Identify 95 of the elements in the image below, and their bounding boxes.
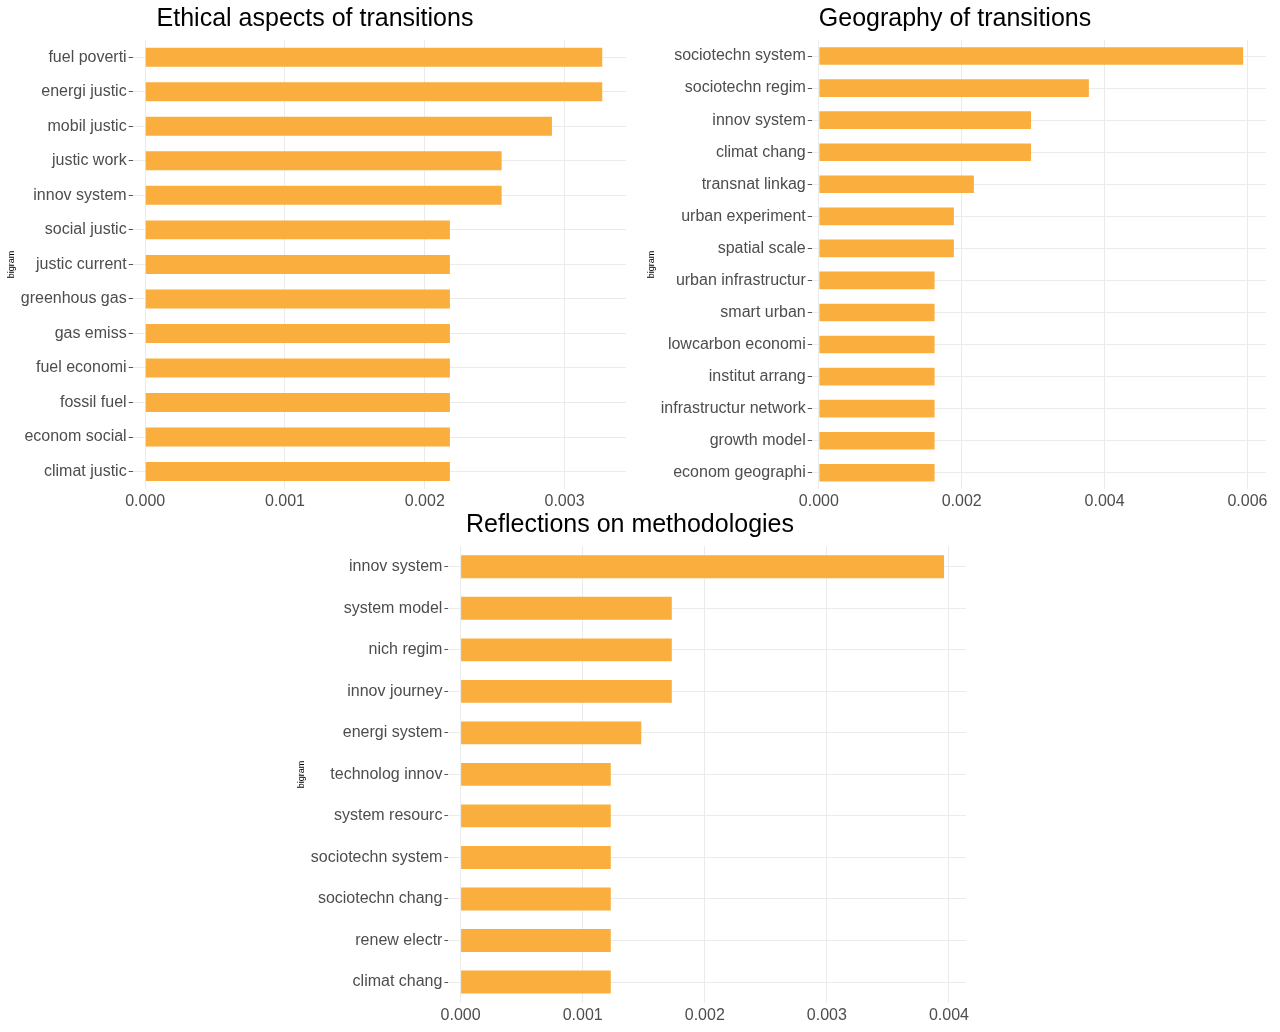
chart-title: Geography of transitions	[818, 2, 1092, 31]
y-tick-label: infrastructur network	[660, 399, 807, 417]
y-tick-label: nich regim	[368, 640, 443, 658]
y-tick-label: social justic	[44, 220, 127, 238]
y-tick-label: climat chang	[352, 972, 443, 990]
x-tick-label: 0.006	[1227, 491, 1268, 509]
x-tick-label: 0.002	[404, 491, 445, 509]
y-tick-label: energi system	[342, 723, 443, 741]
bar	[461, 596, 672, 620]
y-tick-label: justic work	[50, 151, 128, 169]
bar	[819, 271, 935, 290]
bar	[819, 303, 935, 322]
bar	[145, 254, 450, 274]
bar	[461, 887, 611, 911]
bar	[819, 79, 1089, 97]
y-tick-label: smart urban	[720, 302, 806, 320]
x-tick-label: 0.003	[806, 1005, 847, 1023]
bar	[461, 721, 642, 745]
bar	[145, 427, 450, 447]
y-tick-label: lowcarbon economi	[667, 334, 806, 352]
y-tick-label: renew electr	[355, 930, 444, 948]
y-tick-label: institut arrang	[708, 367, 806, 385]
bar	[461, 804, 611, 828]
bar	[145, 462, 450, 482]
bar	[145, 393, 450, 412]
bar	[819, 207, 954, 226]
chart-title: Ethical aspects of transitions	[156, 2, 474, 31]
y-tick-label: sociotechn system	[310, 847, 443, 865]
y-axis-title: bigram	[645, 250, 656, 279]
bar	[819, 399, 935, 418]
bar	[461, 555, 945, 579]
y-tick-label: climat justic	[43, 461, 127, 479]
y-tick-label: system model	[343, 598, 443, 616]
x-tick-label: 0.002	[941, 491, 982, 509]
y-axis-title: bigram	[5, 250, 16, 279]
y-tick-label: climat chang	[715, 142, 806, 160]
bar	[145, 151, 502, 171]
y-tick-label: innov system	[712, 110, 806, 128]
bar	[819, 143, 1032, 162]
y-tick-label: gas emiss	[54, 323, 127, 341]
y-tick-label: sociotechn system	[674, 46, 806, 64]
bar	[145, 47, 603, 67]
y-axis-title: bigram	[295, 760, 306, 789]
y-tick-label: fuel economi	[35, 358, 127, 376]
x-tick-label: 0.004	[928, 1005, 970, 1023]
y-tick-label: energi justic	[41, 82, 127, 100]
x-tick-label: 0.000	[798, 491, 839, 509]
y-tick-label: innov journey	[347, 681, 443, 699]
x-tick-label: 0.000	[125, 491, 166, 509]
y-tick-label: innov system	[33, 185, 127, 203]
bar	[145, 116, 552, 136]
y-tick-label: econom geographi	[673, 463, 806, 481]
y-tick-label: technolog innov	[330, 764, 443, 782]
chart-title: Reflections on methodologies	[466, 508, 794, 537]
bar	[819, 239, 954, 258]
bar	[461, 638, 672, 662]
bar	[145, 82, 603, 102]
bar	[461, 929, 611, 952]
x-tick-label: 0.001	[562, 1005, 603, 1023]
bar	[145, 323, 450, 343]
bar	[461, 846, 611, 869]
bar	[145, 185, 502, 205]
bar	[819, 367, 935, 386]
y-tick-label: sociotechn chang	[317, 889, 443, 907]
y-tick-label: mobil justic	[47, 116, 127, 134]
bar	[461, 762, 611, 786]
y-tick-label: transnat linkag	[701, 174, 806, 192]
x-tick-label: 0.003	[544, 491, 585, 509]
x-tick-label: 0.001	[264, 491, 306, 509]
y-tick-label: greenhous gas	[20, 289, 127, 307]
bar	[819, 335, 935, 354]
y-tick-label: growth model	[709, 431, 806, 449]
bar	[145, 358, 450, 378]
bar	[461, 970, 611, 994]
x-tick-label: 0.002	[684, 1005, 725, 1023]
bar	[819, 175, 974, 194]
bar	[819, 111, 1032, 129]
bar	[145, 289, 450, 309]
bar	[461, 679, 672, 703]
y-tick-label: fossil fuel	[59, 392, 127, 410]
y-tick-label: justic current	[34, 254, 128, 272]
x-tick-label: 0.000	[440, 1005, 481, 1023]
bar	[819, 431, 935, 450]
y-tick-label: sociotechn regim	[684, 78, 806, 96]
y-tick-label: urban experiment	[681, 206, 807, 224]
bar	[819, 463, 935, 482]
x-tick-label: 0.004	[1084, 491, 1125, 509]
y-tick-label: innov system	[349, 557, 443, 575]
y-tick-label: fuel poverti	[48, 47, 127, 65]
y-tick-label: system resourc	[333, 806, 443, 824]
bar	[145, 220, 450, 240]
bar	[819, 47, 1244, 65]
y-tick-label: spatial scale	[717, 238, 806, 256]
y-tick-label: urban infrastructur	[675, 270, 807, 288]
y-tick-label: econom social	[24, 427, 127, 445]
